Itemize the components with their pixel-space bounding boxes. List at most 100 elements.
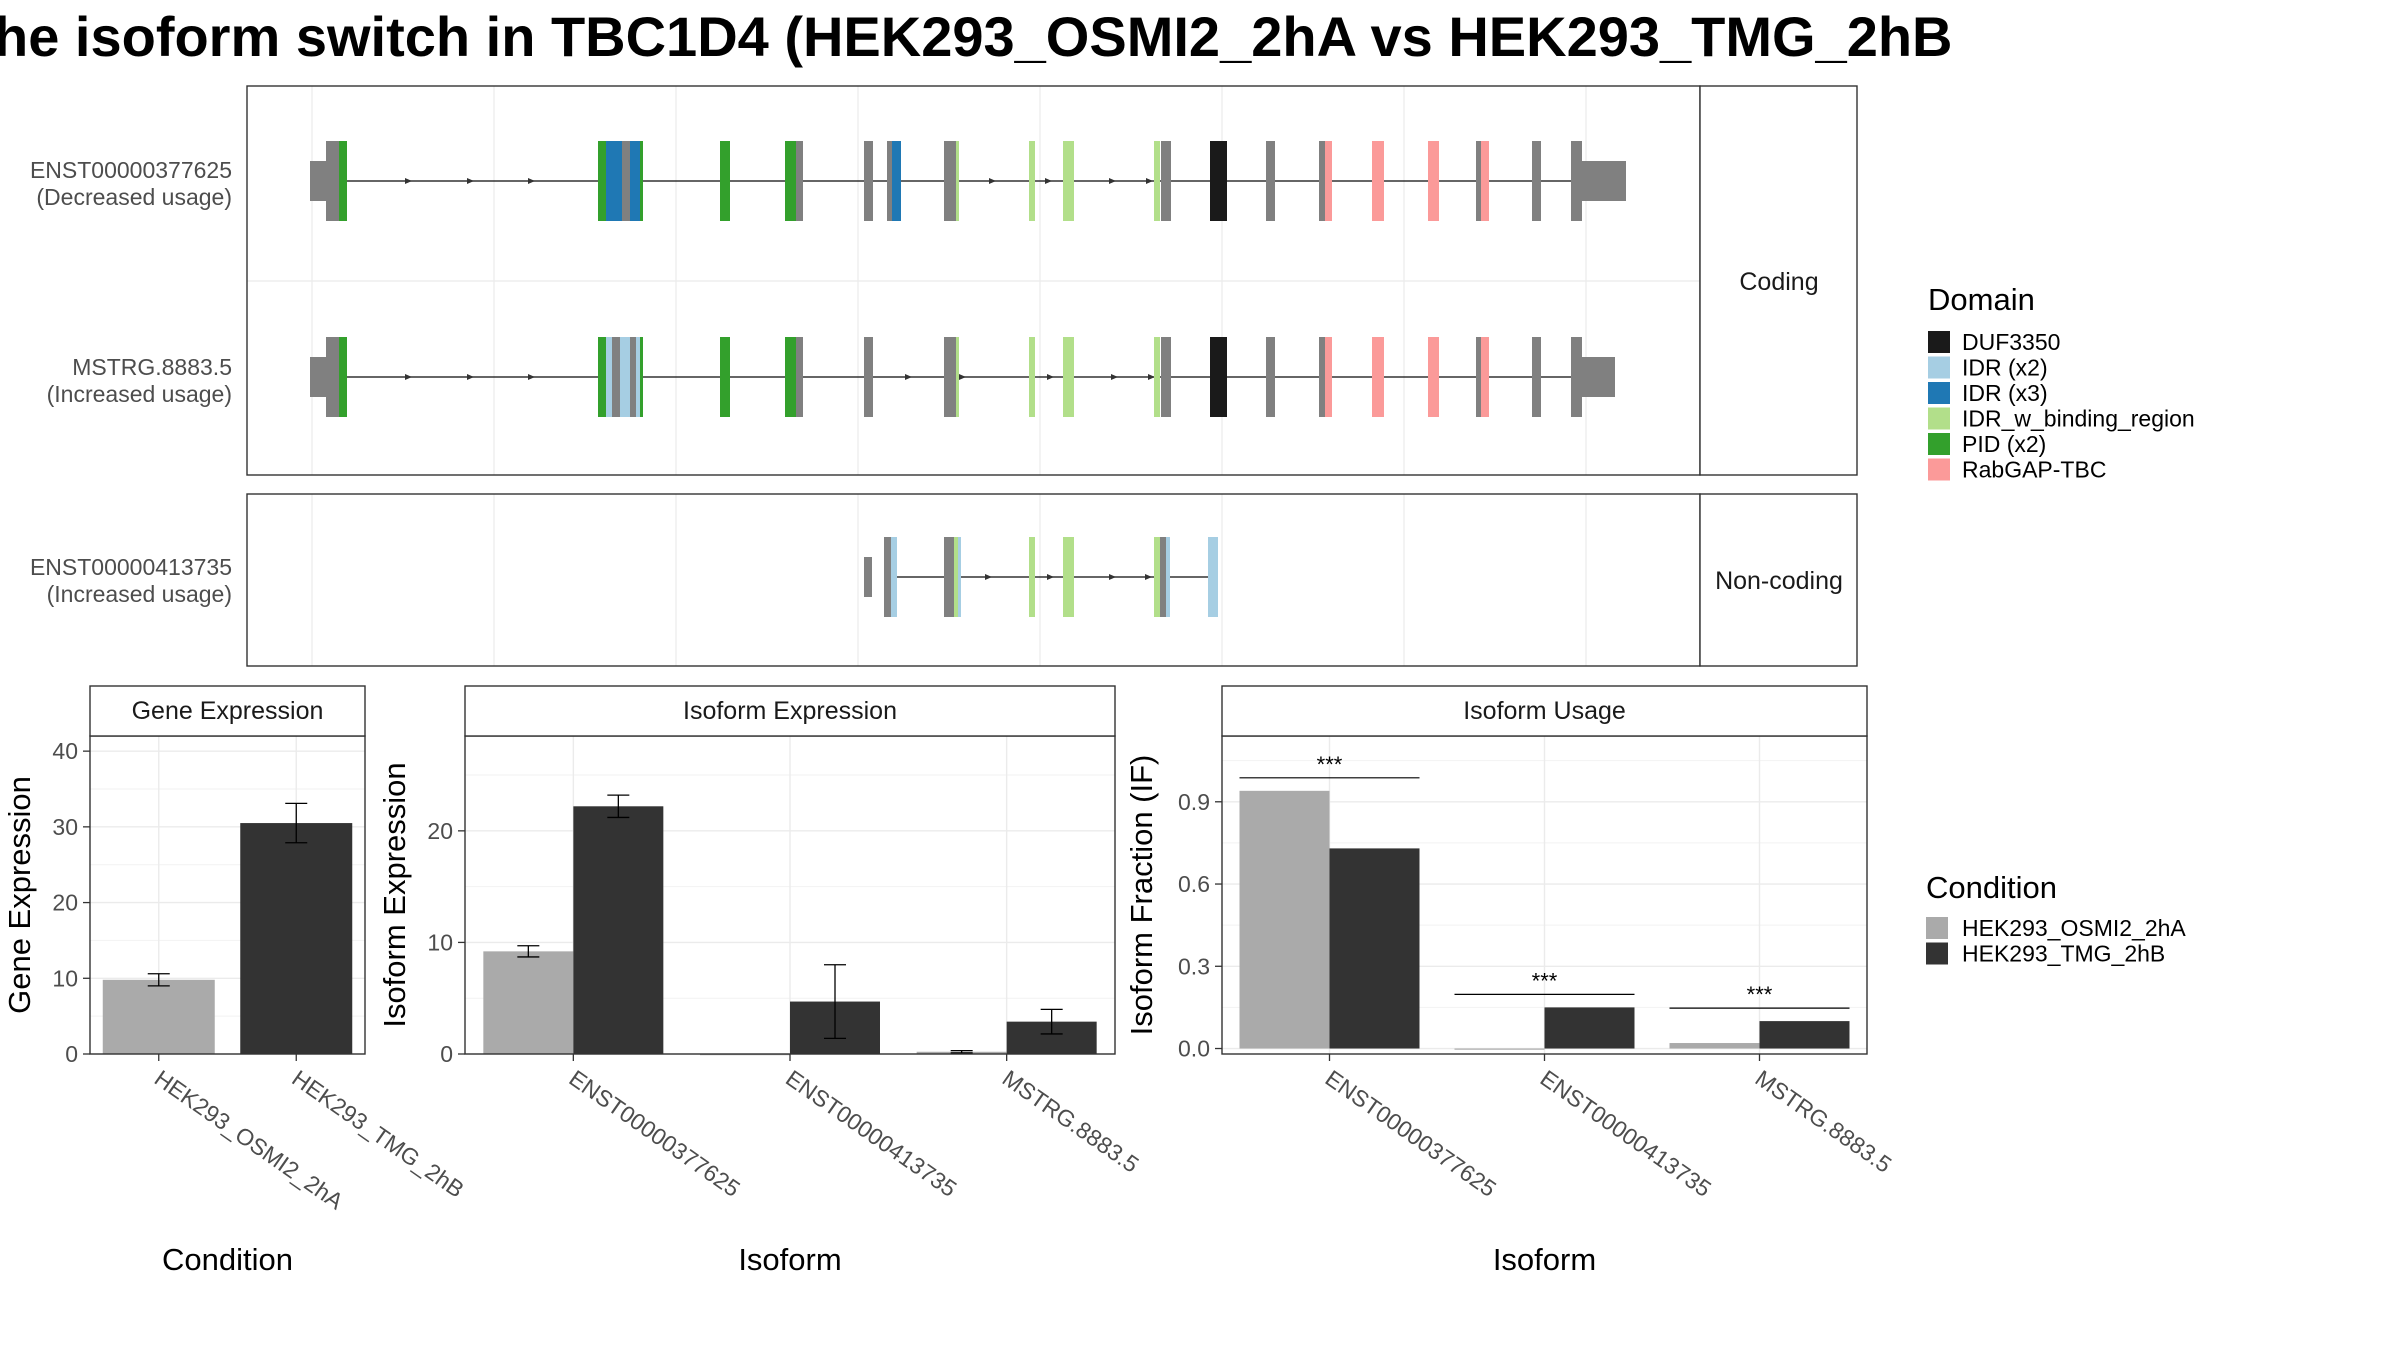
exon — [956, 141, 959, 221]
exon — [640, 337, 643, 417]
strand-arrow — [467, 178, 474, 184]
domain-legend-swatch — [1928, 407, 1950, 430]
exon — [720, 141, 730, 221]
exon — [339, 337, 347, 417]
x-tick-label: ENST00000413735 — [1536, 1065, 1716, 1202]
exon — [326, 337, 339, 417]
exon — [1266, 141, 1275, 221]
error-bar — [285, 802, 308, 844]
domain-legend-label: IDR (x2) — [1962, 355, 2048, 381]
exon — [1532, 337, 1541, 417]
strand-arrow — [985, 574, 992, 580]
exon — [1160, 537, 1166, 617]
exon — [892, 141, 901, 221]
exon — [598, 141, 606, 221]
exon — [1582, 357, 1595, 397]
facet-label-coding: Coding — [1739, 268, 1818, 296]
transcript-structure-panel: Coding Non-coding ENST00000377625 (Decre… — [30, 85, 1858, 667]
exon — [1428, 337, 1439, 417]
y-tick-label: 0.6 — [1178, 871, 1210, 897]
exon — [1161, 337, 1171, 417]
bar-charts: Gene Expression010203040HEK293_OSMI2_2hA… — [2, 685, 1897, 1277]
exon — [640, 141, 643, 221]
facet-strip-coding — [1699, 85, 1858, 476]
facet-label-noncoding: Non-coding — [1715, 567, 1843, 595]
exon — [1571, 337, 1582, 417]
y-axis-title: Gene Expression — [2, 776, 37, 1014]
domain-legend-label: IDR_w_binding_region — [1962, 406, 2195, 432]
x-axis-title: Isoform — [738, 1242, 841, 1277]
exon — [958, 537, 961, 617]
domain-legend-swatch — [1928, 458, 1950, 481]
x-tick-label: ENST00000377625 — [1321, 1065, 1501, 1202]
exon — [1210, 141, 1227, 221]
significance-label: *** — [1532, 968, 1558, 993]
chart-panel-title: Isoform Usage — [1463, 697, 1626, 725]
exon — [630, 141, 640, 221]
exon — [1571, 141, 1582, 221]
y-tick-label: 10 — [52, 965, 78, 991]
significance-label: *** — [1317, 752, 1343, 777]
exon — [1266, 337, 1275, 417]
exon — [944, 337, 956, 417]
domain-legend-title: Domain — [1928, 282, 2035, 317]
exon — [310, 161, 327, 201]
exon — [636, 337, 640, 417]
strand-arrow — [1047, 374, 1054, 380]
transcript-label-usage: (Decreased usage) — [36, 184, 232, 210]
facet-strip-noncoding — [1699, 493, 1858, 667]
x-tick-label: ENST00000413735 — [781, 1065, 961, 1202]
y-tick-label: 0 — [440, 1041, 453, 1067]
exon — [792, 337, 796, 417]
bar — [1454, 1048, 1545, 1050]
error-bar — [147, 973, 170, 987]
exon — [1029, 141, 1035, 221]
exon — [792, 141, 796, 221]
exon — [310, 357, 327, 397]
domain-legend-swatch — [1928, 433, 1950, 455]
domain-legend-swatch — [1928, 382, 1950, 404]
y-axis-title: Isoform Fraction (IF) — [1124, 755, 1159, 1036]
x-tick-label: MSTRG.8883.5 — [1751, 1065, 1897, 1178]
transcript-label-usage: (Increased usage) — [47, 581, 232, 607]
exon — [1325, 337, 1332, 417]
strand-arrow — [959, 374, 966, 380]
chart-panel-title: Gene Expression — [132, 697, 324, 725]
domain-legend-label: RabGAP-TBC — [1962, 457, 2106, 483]
exon — [720, 337, 730, 417]
y-tick-label: 40 — [52, 738, 78, 764]
exon — [887, 141, 892, 221]
exon — [1428, 141, 1439, 221]
error-bar — [517, 945, 540, 958]
exon — [726, 337, 730, 417]
exon — [956, 337, 959, 417]
y-axis-title: Isoform Expression — [377, 762, 412, 1027]
condition-legend-swatch — [1926, 942, 1948, 965]
exon — [1319, 141, 1325, 221]
exon — [1208, 537, 1218, 617]
bar — [1239, 790, 1330, 1049]
bar — [240, 823, 353, 1054]
condition-legend-title: Condition — [1926, 870, 2057, 905]
strand-arrow — [1111, 374, 1118, 380]
bar — [1759, 1021, 1850, 1049]
bar — [1544, 1007, 1635, 1049]
exon — [865, 141, 873, 221]
condition-legend-label: HEK293_OSMI2_2hA — [1962, 915, 2186, 941]
strand-arrow — [1047, 574, 1054, 580]
exon — [1063, 141, 1074, 221]
exon — [726, 141, 730, 221]
x-axis-title: Isoform — [1493, 1242, 1596, 1277]
exon — [598, 337, 606, 417]
figure-title: he isoform switch in TBC1D4 (HEK293_OSMI… — [0, 5, 1953, 68]
transcript-label-id: MSTRG.8883.5 — [72, 354, 232, 380]
strand-arrow — [1146, 178, 1153, 184]
x-tick-label: ENST00000377625 — [564, 1065, 744, 1202]
facet-strip — [464, 685, 1116, 737]
error-bar — [824, 964, 846, 1040]
exon — [785, 141, 794, 221]
exon — [612, 337, 620, 417]
exon — [1319, 337, 1325, 417]
